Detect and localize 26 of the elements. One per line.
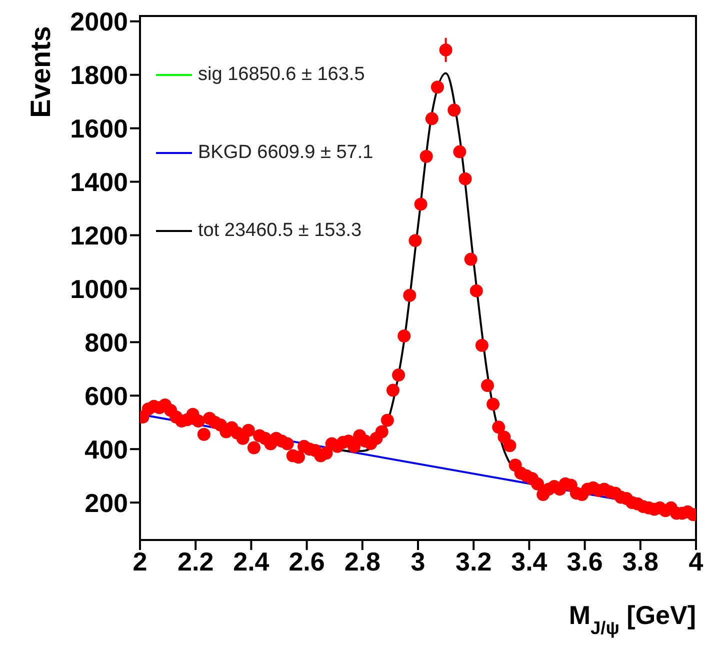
legend-label: sig 16850.6 ± 163.5 [198, 64, 365, 86]
x-tick-label: 4 [688, 546, 704, 576]
legend-label: BKGD 6609.9 ± 57.1 [198, 142, 374, 164]
y-tick-label: 800 [84, 327, 128, 358]
x-axis-title: M$_{J/ψ}$ [GeV] [568, 600, 696, 638]
x-tick-label: 3 [410, 546, 426, 576]
y-tick-label: 400 [84, 434, 128, 464]
x-tick-label: 2 [132, 546, 148, 576]
y-tick-label: 1800 [70, 60, 128, 90]
x-tick-label: 2.2 [178, 546, 214, 576]
y-tick-label: 1400 [70, 166, 128, 197]
y-tick-label: 200 [84, 488, 128, 518]
x-tick-label: 2.6 [288, 546, 325, 576]
legend-label: tot 23460.5 ± 153.3 [198, 220, 362, 242]
x-tick-label: 3.4 [511, 546, 548, 576]
x-tick-label: 3.6 [566, 546, 603, 576]
y-tick-label: 2000 [70, 6, 128, 37]
x-tick-label: 2.4 [233, 546, 270, 576]
x-tick-label: 3.8 [622, 546, 658, 576]
y-tick-label: 1200 [70, 220, 128, 250]
x-tick-label: 3.2 [456, 546, 492, 576]
y-tick-label: 1000 [70, 274, 128, 304]
y-axis-title: Events [25, 26, 56, 118]
y-tick-label: 600 [84, 380, 128, 411]
x-tick-label: 2.8 [344, 546, 380, 576]
y-tick-label: 1600 [70, 114, 128, 144]
